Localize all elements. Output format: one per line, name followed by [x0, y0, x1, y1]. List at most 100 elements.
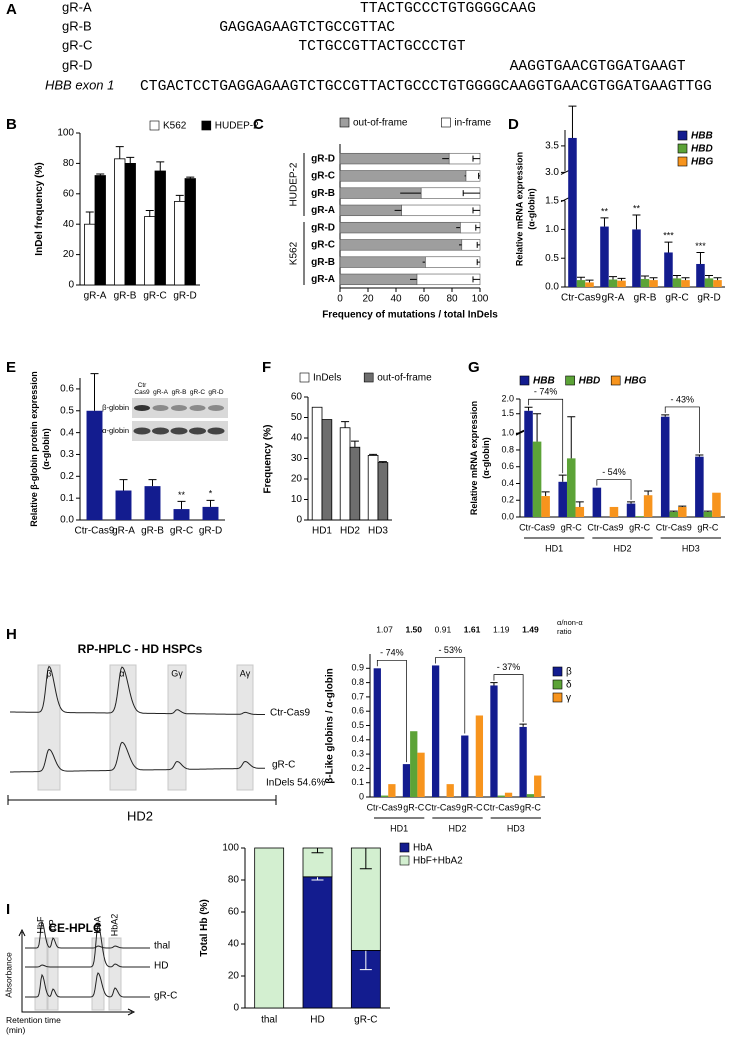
bar: [703, 511, 713, 517]
bar: [461, 735, 469, 797]
error-bar: [85, 211, 94, 225]
bar: [534, 775, 542, 797]
blot-lane-label: gR-C: [189, 389, 206, 396]
bar: [526, 794, 535, 797]
error-bar: [350, 440, 359, 448]
bar: [575, 506, 585, 517]
bar: [490, 685, 498, 797]
bar: [585, 282, 594, 287]
legend-label: out-of-frame: [353, 118, 408, 129]
blot-band: [152, 427, 169, 435]
bar: [154, 170, 166, 286]
error-bar: [568, 105, 577, 138]
y-tick-label: gR-C: [311, 171, 335, 182]
x-tick-label: 60: [418, 294, 430, 305]
y-axis-label: Relative mRNA expression (α-globin): [469, 400, 491, 516]
panel-a: A gR-A gR-B gR-C gR-D HBB exon 1: [6, 0, 114, 92]
bar: [349, 446, 361, 521]
bar: [640, 278, 650, 287]
error-bar: [567, 416, 576, 459]
y-tick-label: 0.5: [60, 405, 74, 416]
peak-window: [109, 664, 137, 791]
bar-segment: [302, 876, 333, 1009]
peak-window: [108, 937, 122, 1011]
error-bar: [177, 500, 186, 510]
change-bracket: [493, 674, 524, 723]
significance-label: **: [633, 203, 641, 213]
bar: [568, 137, 577, 287]
y-tick-label: 0.6: [351, 706, 364, 716]
y-tick-label: 0.2: [501, 495, 514, 505]
error-bar: [664, 241, 673, 253]
y-tick-label: 3.5: [545, 141, 559, 152]
error-bar: [681, 277, 690, 281]
peak-label: Gγ: [171, 668, 183, 678]
y-tick-label: 0.6: [501, 461, 514, 471]
bar: [660, 416, 670, 517]
change-bracket: [528, 398, 564, 474]
x-tick-label: Ctr-Cas9: [367, 802, 403, 812]
x-tick-label: gR-C: [520, 802, 542, 812]
ratio-label: 1.49: [522, 624, 539, 634]
legend-swatch: [399, 842, 410, 853]
legend-label: δ: [566, 680, 572, 691]
guide-sequence: TTACTGCCCTGTGGGGCAAG: [360, 1, 536, 17]
bar: [592, 487, 602, 517]
x-tick-label: Ctr-Cas9: [425, 802, 461, 812]
guide-name: gR-B: [62, 18, 92, 33]
error-bar: [369, 453, 378, 456]
panel-letter: I: [6, 901, 10, 918]
error-bar: [696, 251, 705, 264]
x-tick-label: Ctr-Cas9: [656, 522, 692, 532]
y-tick-label: 0.1: [60, 493, 74, 504]
bar: [695, 456, 704, 517]
y-tick-label: gR-C: [311, 240, 335, 251]
trace-label: thal: [154, 941, 170, 952]
blot-band: [189, 427, 206, 435]
y-tick-label: 40: [228, 939, 240, 950]
bar: [600, 226, 609, 287]
significance-label: **: [178, 490, 186, 500]
error-bar: [378, 461, 387, 463]
group-label: K562: [289, 241, 300, 265]
y-tick-label: 80: [63, 158, 75, 169]
y-tick-label: gR-B: [311, 257, 335, 268]
bar: [678, 506, 687, 517]
y-tick-label: 80: [228, 875, 240, 886]
x-tick-label: gR-C: [170, 526, 193, 537]
blot-band: [207, 427, 225, 435]
panel-letter: E: [6, 359, 16, 376]
y-tick-label: 100: [57, 128, 74, 139]
guide-name: gR-D: [62, 57, 92, 72]
x-tick-label: Ctr-Cas9: [561, 293, 601, 304]
bar: [532, 441, 542, 517]
y-tick-label: 50: [291, 412, 303, 423]
y-tick-label: 3.0: [545, 167, 559, 178]
hplc-trace: [10, 741, 265, 773]
error-bar: [533, 413, 542, 442]
error-bar: [359, 848, 372, 870]
y-tick-label: 0.3: [60, 449, 74, 460]
bar: [144, 486, 161, 520]
bar: [311, 406, 323, 521]
x-tick-label: 100: [472, 294, 489, 305]
x-tick-label: 0: [337, 294, 343, 305]
legend-label: HbA: [413, 843, 433, 854]
bar: [566, 458, 576, 517]
reference-sequence: GAGAAGTCTGCCGTTACTGCCCTGTGGGGCAAGGTGAACG…: [246, 79, 712, 95]
x-tick-label: Ctr-Cas9: [483, 802, 519, 812]
y-tick-label: gR-A: [311, 205, 335, 216]
bar: [649, 280, 658, 287]
change-bracket: [376, 659, 407, 763]
bar: [339, 427, 351, 521]
blot-lane-label: gR-B: [171, 389, 187, 396]
bar: [431, 665, 440, 797]
y-tick-label: 0.1: [351, 777, 364, 787]
legend-label: HBB: [533, 376, 555, 387]
y-tick-label: 30: [291, 453, 303, 464]
y-tick-label: 0.2: [60, 471, 74, 482]
error-bar: [206, 499, 215, 507]
error-bar: [90, 373, 99, 411]
legend-swatch: [339, 117, 350, 128]
bar: [713, 280, 722, 287]
